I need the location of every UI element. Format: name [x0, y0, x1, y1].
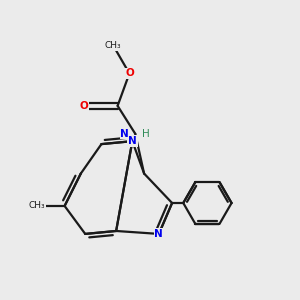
Text: H: H: [142, 129, 149, 139]
Text: N: N: [128, 136, 137, 146]
Text: CH₃: CH₃: [105, 41, 122, 50]
Text: O: O: [80, 101, 88, 111]
Text: N: N: [120, 129, 129, 139]
Text: CH₃: CH₃: [28, 201, 45, 210]
Text: N: N: [154, 229, 163, 239]
Text: O: O: [125, 68, 134, 78]
